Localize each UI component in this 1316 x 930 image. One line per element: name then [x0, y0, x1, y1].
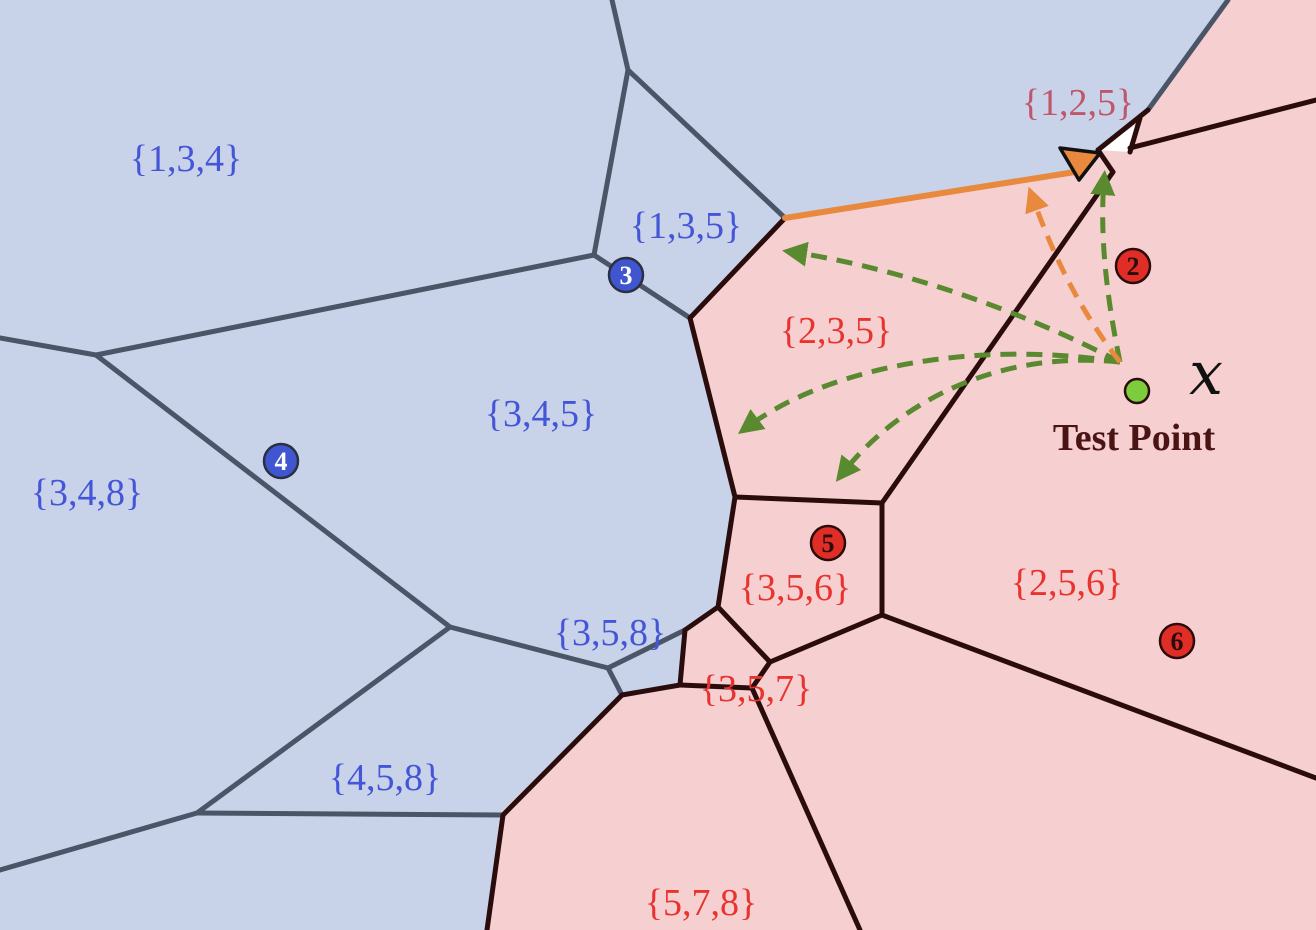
site-4-marker: 4 — [262, 442, 300, 480]
arrow-to-triangle — [1025, 186, 1122, 364]
arrow-to-vertex — [1090, 170, 1123, 363]
arrow-to-edge-2-3-5 — [782, 241, 1122, 365]
site-6-marker: 6 — [1158, 622, 1196, 660]
region-label-3-4-5: {3,4,5} — [485, 393, 597, 435]
site-4-number: 4 — [275, 447, 288, 476]
blue-edges — [0, 0, 1231, 873]
site-3-marker: 3 — [607, 256, 645, 294]
region-label-5-7-8: {5,7,8} — [645, 882, 757, 924]
triangle-marker — [1058, 146, 1102, 182]
region-label-3-5-7: {3,5,7} — [700, 668, 812, 710]
region-label-1-2-5: {1,2,5} — [1022, 82, 1134, 124]
site-3-number: 3 — [620, 261, 633, 290]
site-2-marker: 2 — [1114, 247, 1152, 285]
highlighted-edge — [782, 169, 1078, 221]
arrow-to-region-3-5-6 — [835, 357, 1121, 482]
region-label-1-3-4: {1,3,4} — [130, 138, 242, 180]
region-label-3-5-6: {3,5,6} — [739, 567, 851, 609]
region-label-3-5-8: {3,5,8} — [554, 612, 666, 654]
site-2-number: 2 — [1127, 252, 1140, 281]
region-label-4-5-8: {4,5,8} — [329, 757, 441, 799]
red-edges — [484, 97, 1316, 930]
site-6-number: 6 — [1171, 627, 1184, 656]
region-label-2-3-5: {2,3,5} — [780, 310, 892, 352]
test-point-dot — [1123, 377, 1151, 405]
site-5-number: 5 — [822, 529, 835, 558]
test-point-symbol: x — [1189, 339, 1223, 409]
region-label-2-5-6: {2,5,6} — [1011, 562, 1123, 604]
arrow-to-region-3-4-5 — [737, 351, 1121, 434]
region-label-3-4-8: {3,4,8} — [31, 472, 143, 514]
site-5-marker: 5 — [809, 524, 847, 562]
search-arrows — [737, 170, 1123, 482]
test-point-label: Test Point — [1053, 417, 1216, 459]
region-label-1-3-5: {1,3,5} — [630, 205, 742, 247]
